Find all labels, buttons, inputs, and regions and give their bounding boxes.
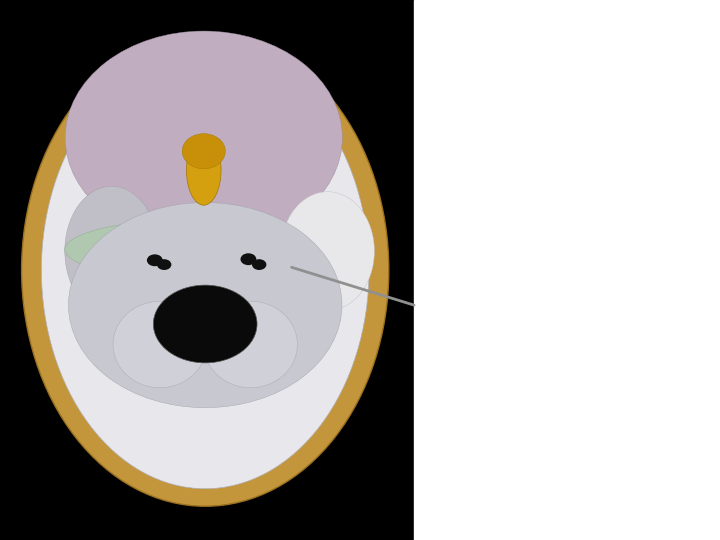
Circle shape xyxy=(153,285,257,363)
Text: Cranial Nerve VII: Cranial Nerve VII xyxy=(428,16,720,58)
Ellipse shape xyxy=(65,31,343,244)
Ellipse shape xyxy=(22,33,389,507)
Ellipse shape xyxy=(65,218,346,280)
Ellipse shape xyxy=(113,301,207,388)
Bar xyxy=(0,0,414,540)
Ellipse shape xyxy=(41,51,369,489)
Text: Enter skull via
internal auditory
meatus: Enter skull via internal auditory meatus xyxy=(413,119,713,234)
Circle shape xyxy=(240,253,256,265)
Ellipse shape xyxy=(204,301,297,388)
Ellipse shape xyxy=(281,192,374,310)
Ellipse shape xyxy=(186,135,221,205)
Ellipse shape xyxy=(65,186,158,316)
Circle shape xyxy=(157,259,171,270)
Ellipse shape xyxy=(68,202,342,408)
Ellipse shape xyxy=(182,133,225,168)
Circle shape xyxy=(252,259,266,270)
Bar xyxy=(414,0,720,540)
Circle shape xyxy=(147,254,163,266)
